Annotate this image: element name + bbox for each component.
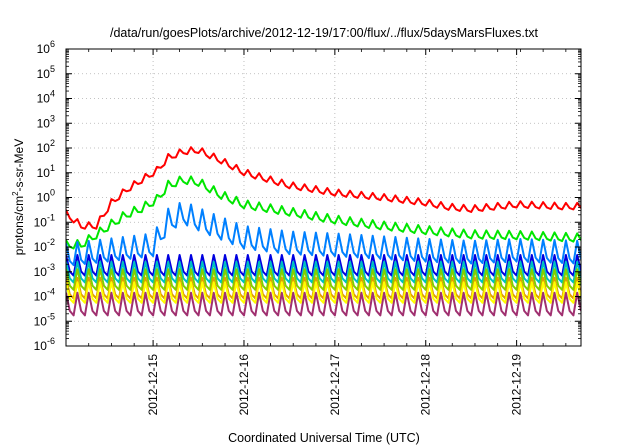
y-tick-label: 10-6 [34,336,55,353]
x-tick-label: 2012-12-15 [146,354,160,416]
y-tick-label: 106 [37,39,55,56]
y-tick-label: 10-3 [34,262,55,279]
y-tick-label-base: 10 [34,339,48,353]
y-tick-label-exp: 3 [50,113,55,123]
y-tick-label: 102 [37,138,55,155]
y-tick-label: 105 [37,64,55,81]
y-tick-label-base: 10 [34,314,48,328]
y-tick-label-base: 10 [34,265,48,279]
flux-series-line [66,175,581,250]
flux-series-line [66,281,581,304]
flux-series-line [66,146,581,230]
y-tick-label-exp: 6 [50,39,55,49]
y-tick-label: 104 [37,89,55,106]
x-axis: 2012-12-15 2012-12-16 2012-12-17 2012-12-18… [65,49,567,416]
y-tick-label-exp: 5 [50,64,55,74]
y-tick-label: 100 [37,188,55,205]
x-tick-label: 2012-12-17 [328,354,342,416]
y-tick-label-exp: 1 [50,163,55,173]
y-tick-label-exp: -1 [47,212,55,222]
flux-series-line [66,260,581,284]
y-tick-label-exp: 4 [50,89,55,99]
y-tick-label-base: 10 [37,141,51,155]
y-tick-label: 10-4 [34,287,55,304]
flux-series-line [66,202,581,267]
x-axis-label: Coordinated Universal Time (UTC) [228,431,420,445]
y-tick-label: 10-1 [34,212,55,229]
y-tick-label-base: 10 [34,240,48,254]
y-tick-label: 10-2 [34,237,55,254]
y-tick-label: 10-5 [34,311,55,328]
chart-title: /data/run/goesPlots/archive/2012-12-19/1… [110,26,539,40]
y-tick-label-base: 10 [37,67,51,81]
y-tick-label-exp: 2 [50,138,55,148]
y-tick-label-base: 10 [37,42,51,56]
grid [66,49,581,346]
y-tick-label-base: 10 [34,290,48,304]
x-tick-label: 2012-12-18 [419,354,433,416]
flux-series-line [66,254,581,277]
y-axis: 10610510410310210110010-110-210-310-410-… [34,39,581,353]
flux-series-line [66,268,581,291]
series-lines [66,146,581,317]
y-tick-label-base: 10 [37,92,51,106]
x-tick-label: 2012-12-19 [510,354,524,416]
y-tick-label-exp: 0 [50,188,55,198]
y-tick-label-exp: -4 [47,287,55,297]
y-tick-label-exp: -2 [47,237,55,247]
y-tick-label-exp: -3 [47,262,55,272]
flux-series-line [66,291,581,317]
y-tick-label: 103 [37,113,55,130]
y-tick-label-exp: -5 [47,311,55,321]
y-tick-label-exp: -6 [47,336,55,346]
y-tick-label-base: 10 [34,215,48,229]
y-axis-label-sup: 2 [11,191,20,196]
y-tick-label-base: 10 [37,116,51,130]
y-axis-label-suffix: -s-sr-MeV [12,139,26,192]
y-tick-label-base: 10 [37,166,51,180]
x-tick-label: 2012-12-16 [237,354,251,416]
y-axis-label: protons/cm2-s-sr-MeV [11,139,26,255]
y-tick-label: 101 [37,163,55,180]
y-axis-label-prefix: protons/cm [12,196,26,255]
y-tick-label-base: 10 [37,191,51,205]
